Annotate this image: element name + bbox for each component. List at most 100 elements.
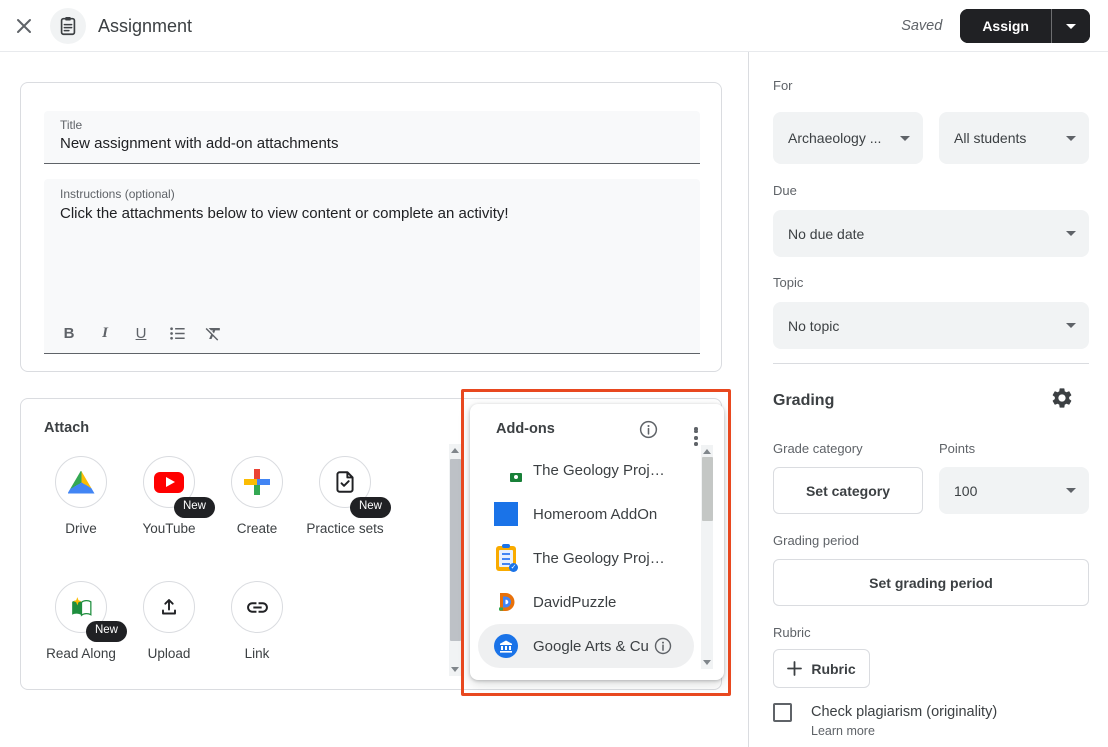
title-field-value[interactable]: New assignment with add-on attachments xyxy=(60,135,339,152)
practice-sets-icon xyxy=(336,471,354,493)
addon-item-geology-1[interactable]: The Geology Proj… xyxy=(478,448,694,492)
plagiarism-checkbox[interactable] xyxy=(773,703,792,722)
clear-formatting-button[interactable] xyxy=(202,321,224,345)
addon-info-button[interactable] xyxy=(651,634,675,658)
info-icon xyxy=(654,637,672,655)
grade-category-label: Grade category xyxy=(773,441,863,456)
add-rubric-label: Rubric xyxy=(811,660,856,677)
assign-button-divider xyxy=(1051,9,1052,43)
addon-label: Homeroom AddOn xyxy=(533,505,658,523)
set-grading-period-button[interactable]: Set grading period xyxy=(773,559,1089,606)
attach-option-practice-sets[interactable]: Practice sets New xyxy=(301,456,391,539)
italic-button[interactable]: I xyxy=(94,321,116,345)
learn-more-link[interactable]: Learn more xyxy=(811,724,875,738)
attach-option-label: Practice sets xyxy=(306,521,384,536)
kebab-icon xyxy=(694,427,698,446)
plagiarism-label: Check plagiarism (originality) xyxy=(811,704,998,720)
upload-icon xyxy=(162,599,176,615)
addon-item-geology-2[interactable]: ✓ The Geology Proj… xyxy=(478,536,694,580)
due-date-value: No due date xyxy=(788,225,865,242)
google-drive-icon xyxy=(67,470,95,494)
clear-formatting-icon xyxy=(205,327,220,341)
addons-menu-button[interactable] xyxy=(684,417,708,446)
topic-label: Topic xyxy=(773,275,804,290)
assign-dropdown-button[interactable] xyxy=(1052,9,1090,43)
attach-option-label: YouTube xyxy=(142,521,196,536)
google-arts-culture-icon xyxy=(494,634,518,658)
attach-option-read-along[interactable]: Read Along New xyxy=(37,581,127,664)
attach-option-label: Link xyxy=(244,646,270,661)
addon-item-homeroom[interactable]: Homeroom AddOn xyxy=(478,492,694,536)
attach-option-label: Create xyxy=(236,521,278,536)
read-along-icon xyxy=(71,596,91,617)
link-icon xyxy=(246,601,268,613)
due-date-select[interactable]: No due date xyxy=(773,210,1089,257)
attach-option-label: Upload xyxy=(147,646,191,661)
instructions-field-value[interactable]: Click the attachments below to view cont… xyxy=(60,205,509,222)
attach-option-youtube[interactable]: YouTube New xyxy=(125,456,215,539)
davidpuzzle-icon xyxy=(499,593,515,611)
for-label: For xyxy=(773,78,793,93)
info-icon xyxy=(639,420,657,438)
title-field[interactable]: Title New assignment with add-on attachm… xyxy=(44,111,700,164)
attach-scrollbar[interactable] xyxy=(449,444,462,676)
assign-button[interactable]: Assign xyxy=(960,9,1051,43)
bulleted-list-icon xyxy=(169,326,185,340)
addons-popup: Add-ons The Geology Proj… Homeroom AddOn… xyxy=(470,404,724,680)
grading-period-label: Grading period xyxy=(773,533,859,548)
close-icon xyxy=(17,18,31,33)
new-badge: New xyxy=(173,497,215,518)
points-value: 100 xyxy=(954,482,978,499)
addons-scrollbar[interactable] xyxy=(701,445,713,669)
rubric-label: Rubric xyxy=(773,625,811,640)
add-rubric-button[interactable]: Rubric xyxy=(773,649,870,688)
instructions-field[interactable]: Instructions (optional) Click the attach… xyxy=(44,179,700,354)
addons-title: Add-ons xyxy=(496,421,555,437)
close-button[interactable] xyxy=(12,15,36,39)
scrollbar-thumb[interactable] xyxy=(450,459,461,641)
set-category-button[interactable]: Set category xyxy=(773,467,923,514)
scroll-down-arrow[interactable] xyxy=(451,667,459,672)
topbar-actions: Saved Assign xyxy=(901,0,1090,52)
addons-info-button[interactable] xyxy=(636,417,660,441)
gear-icon xyxy=(1052,388,1072,408)
page-title: Assignment xyxy=(98,16,193,36)
points-select[interactable]: 100 xyxy=(939,467,1089,514)
attach-option-create[interactable]: Create xyxy=(213,456,301,539)
bold-button[interactable]: B xyxy=(58,321,80,345)
assignment-icon-circle xyxy=(50,8,86,44)
addon-label: Google Arts & Cu xyxy=(533,637,649,655)
underline-button[interactable]: U xyxy=(130,321,152,345)
addon-item-google-arts-culture[interactable]: Google Arts & Cu xyxy=(478,624,694,668)
title-field-label: Title xyxy=(60,118,83,132)
addon-label: The Geology Proj… xyxy=(533,549,665,567)
attach-option-label: Drive xyxy=(65,521,97,536)
attach-heading: Attach xyxy=(44,420,90,436)
attach-option-upload[interactable]: Upload xyxy=(125,581,213,664)
students-select-value: All students xyxy=(954,130,1027,146)
attach-option-drive[interactable]: Drive xyxy=(37,456,125,539)
grading-settings-button[interactable] xyxy=(1049,386,1075,412)
editor-card: Title New assignment with add-on attachm… xyxy=(20,82,722,372)
create-plus-icon xyxy=(244,469,270,495)
assignment-clipboard-icon xyxy=(60,17,76,36)
clipboard-addon-icon: ✓ xyxy=(496,543,518,572)
bulleted-list-button[interactable] xyxy=(166,321,188,345)
chevron-down-icon xyxy=(1066,23,1076,29)
students-select[interactable]: All students xyxy=(939,112,1089,164)
addon-item-davidpuzzle[interactable]: DavidPuzzle xyxy=(478,580,694,624)
chevron-down-icon xyxy=(1066,488,1076,493)
formatting-toolbar: B I U xyxy=(58,321,224,345)
chevron-down-icon xyxy=(1066,323,1076,328)
attach-option-label: Read Along xyxy=(46,646,116,661)
points-label: Points xyxy=(939,441,976,456)
scrollbar-thumb[interactable] xyxy=(702,457,713,521)
attach-option-link[interactable]: Link xyxy=(213,581,301,664)
scroll-up-arrow[interactable] xyxy=(703,449,711,454)
topic-select[interactable]: No topic xyxy=(773,302,1089,349)
class-select[interactable]: Archaeology ... xyxy=(773,112,923,164)
scroll-up-arrow[interactable] xyxy=(451,448,459,453)
chevron-down-icon xyxy=(1066,135,1076,141)
homeroom-addon-icon xyxy=(494,502,518,526)
scroll-down-arrow[interactable] xyxy=(703,660,711,665)
